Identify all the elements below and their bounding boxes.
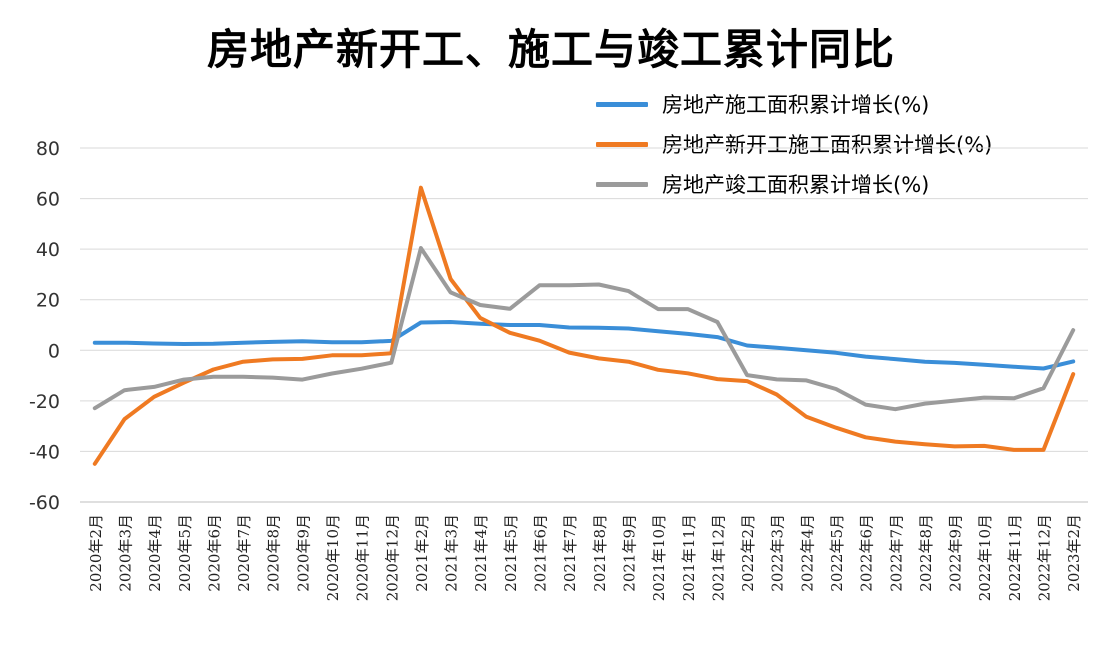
x-tick-label: 2020年3月 [116, 514, 134, 592]
x-tick-label: 2022年5月 [828, 514, 846, 592]
x-tick-label: 2021年8月 [591, 514, 609, 592]
y-tick-label: 0 [48, 340, 60, 362]
legend-item-construction: 房地产施工面积累计增长(%) [596, 84, 992, 124]
x-tick-label: 2022年4月 [798, 514, 816, 592]
legend-label-construction: 房地产施工面积累计增长(%) [662, 93, 930, 117]
x-tick-label: 2021年2月 [413, 514, 431, 592]
x-tick-label: 2021年11月 [680, 514, 698, 601]
x-tick-label: 2022年11月 [1006, 514, 1024, 601]
chart-title: 房地产新开工、施工与竣工累计同比 [206, 25, 895, 74]
y-tick-label: -60 [29, 492, 60, 514]
x-tick-label: 2022年9月 [947, 514, 965, 592]
legend-label-new-starts: 房地产新开工施工面积累计增长(%) [662, 133, 993, 157]
y-tick-label: -20 [29, 391, 60, 413]
x-tick-label: 2021年9月 [620, 514, 638, 592]
x-tick-label: 2020年7月 [235, 514, 253, 592]
x-tick-label: 2022年6月 [858, 514, 876, 592]
y-tick-label: 40 [36, 239, 60, 261]
x-tick-label: 2021年3月 [443, 514, 461, 592]
x-tick-label: 2022年12月 [1036, 514, 1054, 601]
x-tick-label: 2020年11月 [354, 514, 372, 601]
legend-item-completion: 房地产竣工面积累计增长(%) [596, 164, 992, 204]
x-tick-label: 2022年8月 [917, 514, 935, 592]
x-tick-label: 2023年2月 [1065, 514, 1083, 592]
y-tick-label: -40 [29, 441, 60, 463]
legend-swatch-new-starts [596, 141, 648, 147]
x-tick-label: 2020年2月 [87, 514, 105, 592]
x-tick-label: 2022年3月 [769, 514, 787, 592]
x-tick-label: 2021年4月 [472, 514, 490, 592]
x-tick-label: 2022年10月 [976, 514, 994, 601]
series-line-1 [92, 185, 1076, 466]
legend: 房地产施工面积累计增长(%) 房地产新开工施工面积累计增长(%) 房地产竣工面积… [596, 84, 992, 204]
x-tick-label: 2022年7月 [887, 514, 905, 592]
x-tick-label: 2021年10月 [650, 514, 668, 601]
y-tick-label: 80 [36, 138, 60, 160]
series-line-2 [92, 246, 1076, 412]
series-line-0 [92, 320, 1076, 371]
x-tick-label: 2020年9月 [294, 514, 312, 592]
x-tick-label: 2021年5月 [502, 514, 520, 592]
legend-swatch-completion [596, 181, 648, 187]
y-tick-label: 20 [36, 290, 60, 312]
x-tick-label: 2021年12月 [709, 514, 727, 601]
x-tick-label: 2020年10月 [324, 514, 342, 601]
legend-item-new-starts: 房地产新开工施工面积累计增长(%) [596, 124, 992, 164]
x-tick-label: 2020年8月 [265, 514, 283, 592]
x-tick-label: 2020年6月 [205, 514, 223, 592]
x-tick-label: 2020年5月 [176, 514, 194, 592]
x-tick-label: 2022年2月 [739, 514, 757, 592]
y-tick-label: 60 [36, 189, 60, 211]
x-tick-label: 2021年6月 [532, 514, 550, 592]
x-tick-label: 2021年7月 [561, 514, 579, 592]
legend-label-completion: 房地产竣工面积累计增长(%) [662, 173, 930, 197]
x-tick-label: 2020年4月 [146, 514, 164, 592]
legend-swatch-construction [596, 101, 648, 107]
x-tick-label: 2020年12月 [383, 514, 401, 601]
